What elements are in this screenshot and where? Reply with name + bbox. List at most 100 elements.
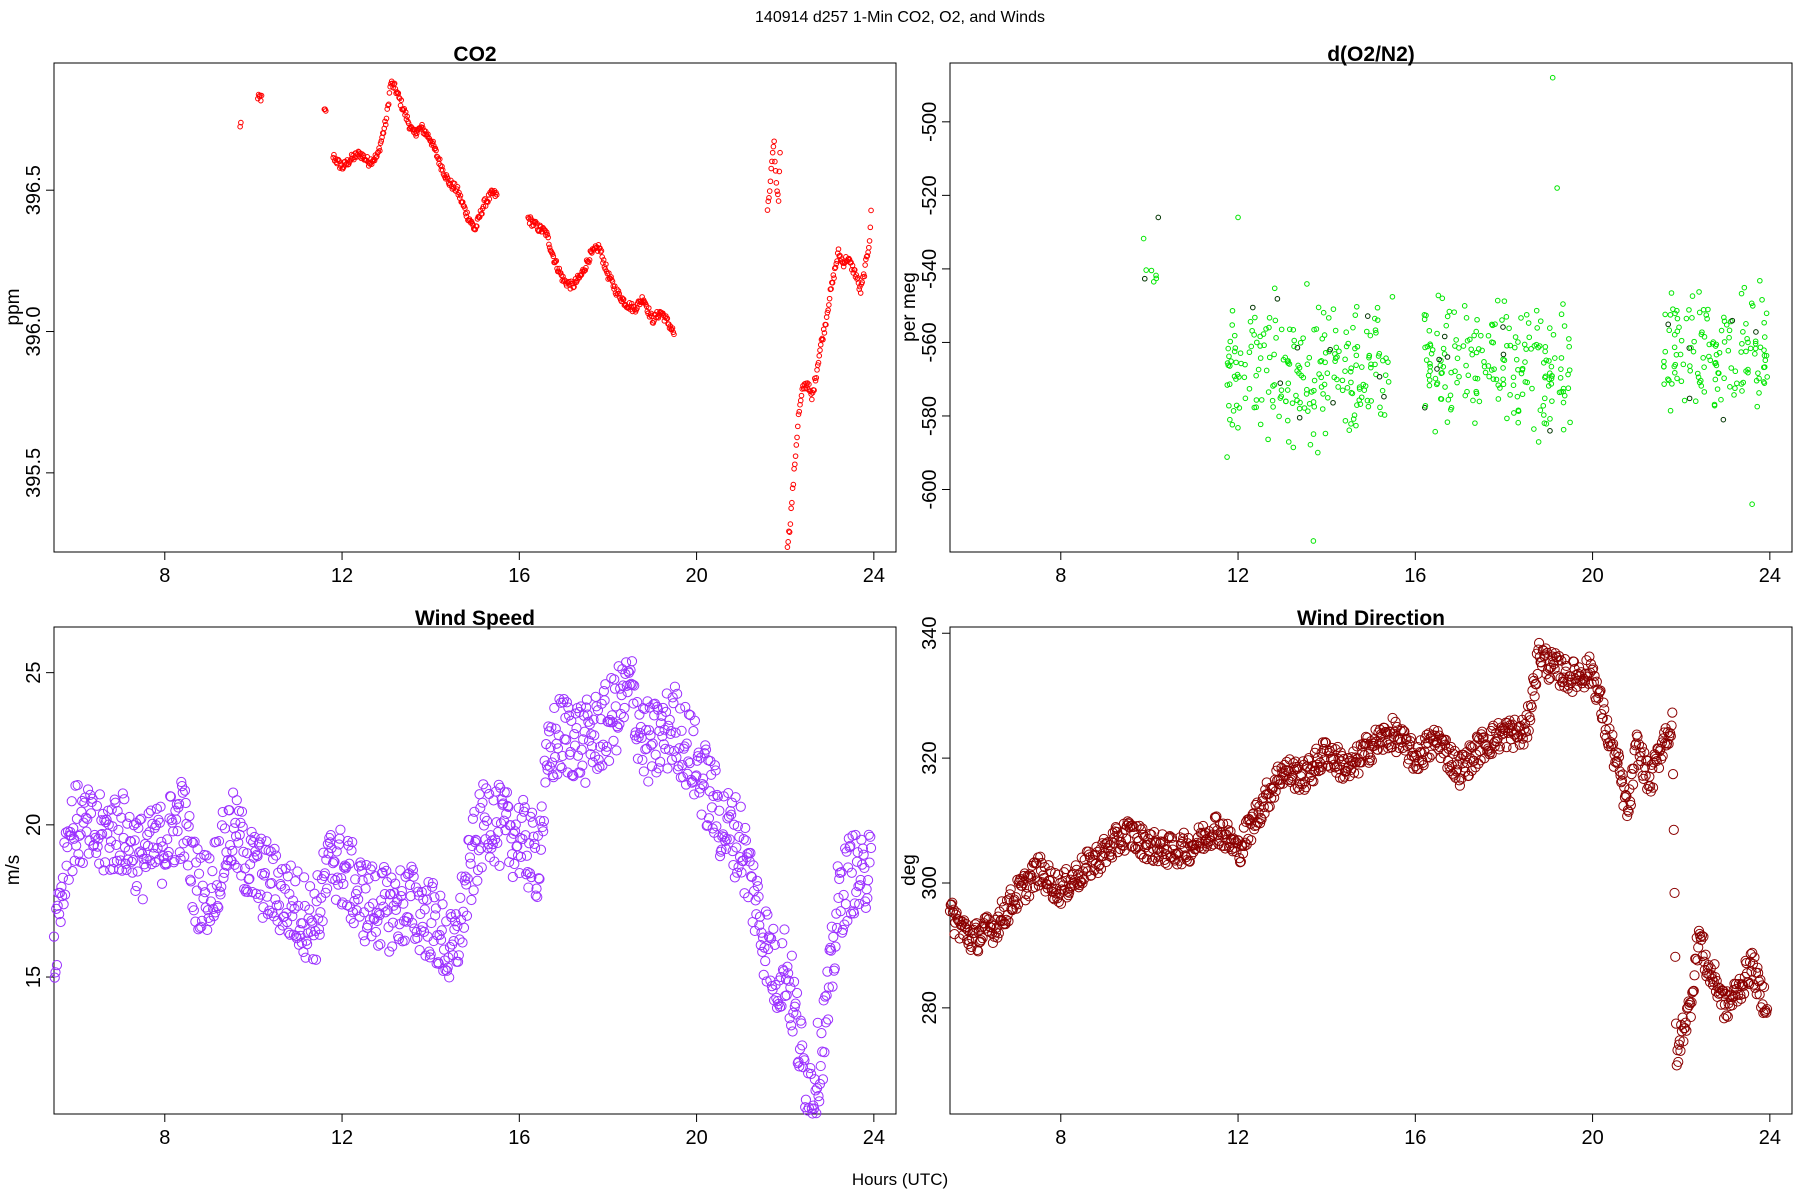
data-point <box>1451 764 1463 775</box>
data-point <box>598 248 605 254</box>
data-point <box>1490 376 1497 382</box>
data-point <box>1141 854 1152 865</box>
data-point <box>1751 989 1762 1000</box>
x-tick-label: 8 <box>1055 565 1066 587</box>
data-point <box>1739 388 1745 394</box>
data-point <box>362 920 373 931</box>
data-point <box>1568 656 1579 667</box>
data-point <box>1354 402 1360 408</box>
data-point <box>1439 295 1446 302</box>
data-point <box>265 846 276 857</box>
data-point <box>1426 382 1433 389</box>
data-point <box>862 893 873 904</box>
data-point <box>212 901 223 912</box>
data-point <box>1755 370 1761 376</box>
x-tick-label: 16 <box>508 565 530 587</box>
x-tick-label: 20 <box>1581 565 1603 587</box>
data-point <box>1033 880 1044 891</box>
data-point <box>865 831 876 842</box>
data-point <box>186 836 197 847</box>
data-point <box>1721 314 1727 321</box>
data-point <box>1427 360 1433 367</box>
data-point <box>830 941 841 952</box>
data-point <box>814 1096 825 1107</box>
data-point <box>318 847 329 858</box>
data-point <box>1668 824 1679 835</box>
data-point <box>821 990 832 1001</box>
data-point <box>519 802 530 813</box>
data-point <box>1318 384 1325 390</box>
data-point <box>1337 751 1348 762</box>
data-point <box>820 336 826 343</box>
data-point <box>1101 837 1112 848</box>
data-point <box>1361 387 1368 393</box>
data-point <box>1348 379 1354 386</box>
data-point <box>794 423 801 430</box>
data-point <box>1289 400 1296 406</box>
data-point <box>646 305 652 311</box>
data-point <box>1153 272 1159 279</box>
x-tick-label: 20 <box>685 565 707 587</box>
data-point <box>1343 343 1350 350</box>
data-point <box>690 771 701 782</box>
x-tick-label: 20 <box>685 1127 707 1149</box>
data-point <box>148 848 160 859</box>
data-point <box>764 207 771 213</box>
data-point <box>521 850 533 861</box>
data-point <box>1761 380 1768 386</box>
data-point <box>180 797 191 809</box>
data-point <box>1445 741 1457 753</box>
data-point <box>1024 891 1035 902</box>
data-point <box>563 710 575 721</box>
data-point <box>1698 331 1705 338</box>
data-point <box>817 341 824 348</box>
y-tick-label: 396.0 <box>23 306 45 356</box>
data-point <box>775 191 781 198</box>
data-point <box>1566 343 1572 350</box>
data-point <box>1543 674 1554 685</box>
data-point <box>1296 405 1303 412</box>
data-point <box>1395 725 1406 737</box>
x-tick-label: 24 <box>863 565 885 587</box>
data-point <box>1342 417 1349 424</box>
data-point <box>1140 235 1147 242</box>
data-point <box>1016 880 1027 891</box>
data-point <box>790 481 797 488</box>
data-point <box>834 258 840 264</box>
data-point <box>620 296 627 303</box>
data-point <box>1353 768 1364 779</box>
data-point <box>991 922 1002 933</box>
data-point <box>1427 341 1433 348</box>
data-point <box>577 760 588 771</box>
data-point <box>599 254 605 260</box>
data-point <box>1542 374 1548 381</box>
data-point <box>1749 952 1760 963</box>
data-point <box>1536 343 1543 349</box>
data-point <box>96 815 107 826</box>
data-point <box>863 256 869 263</box>
data-point <box>583 716 594 727</box>
x-tick-label: 20 <box>1581 1127 1603 1149</box>
data-point <box>1381 412 1388 418</box>
data-point <box>1342 368 1348 374</box>
data-point <box>1324 745 1335 756</box>
data-point <box>322 839 333 850</box>
data-point <box>222 855 234 866</box>
data-point <box>66 796 77 807</box>
data-point <box>267 853 279 865</box>
data-point <box>169 855 180 866</box>
data-point <box>245 859 256 870</box>
data-point <box>403 912 414 923</box>
data-point <box>1226 402 1232 409</box>
data-point <box>1542 647 1553 658</box>
data-point <box>1560 399 1567 406</box>
data-point <box>575 767 586 778</box>
data-point <box>762 909 773 920</box>
data-point <box>1460 343 1467 349</box>
data-point <box>119 842 131 853</box>
data-point <box>82 813 93 825</box>
data-point <box>1636 756 1647 767</box>
data-point <box>846 867 857 878</box>
x-tick-label: 16 <box>1404 565 1426 587</box>
data-point <box>310 954 322 965</box>
